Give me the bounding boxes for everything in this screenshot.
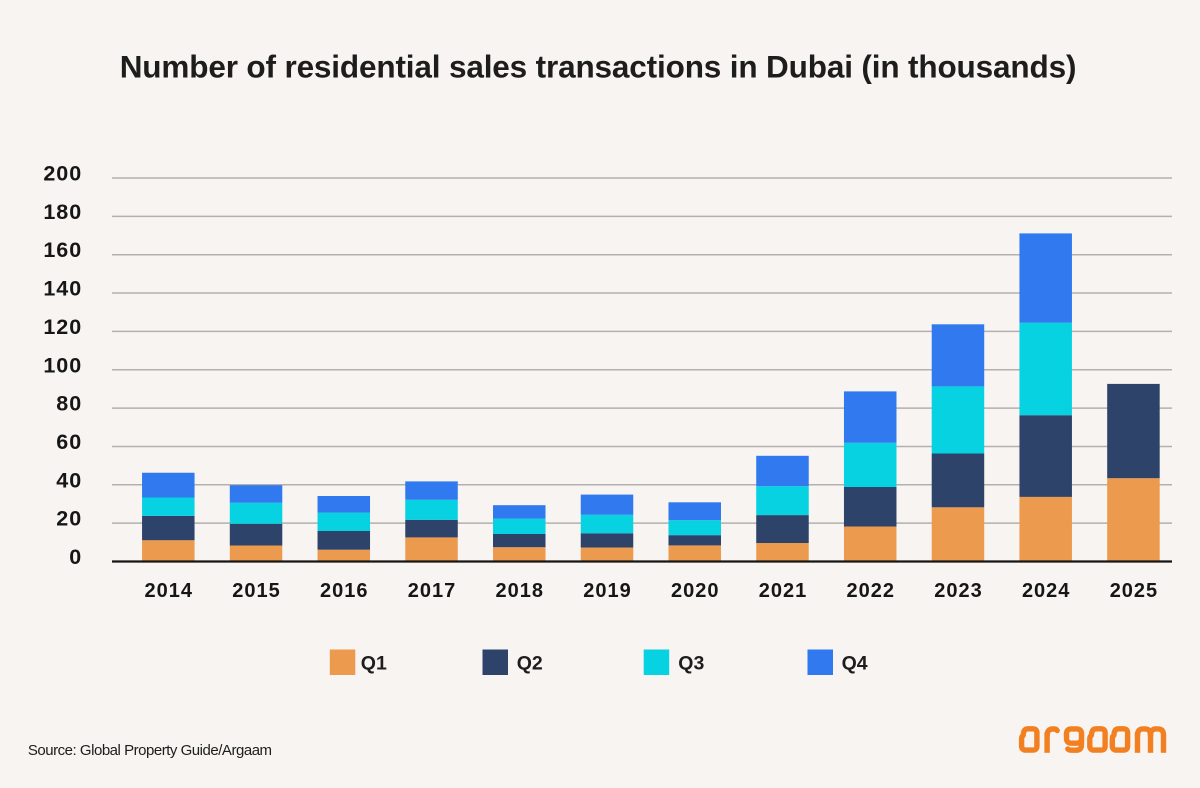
svg-text:120: 120 xyxy=(43,315,82,339)
svg-text:100: 100 xyxy=(43,353,82,377)
svg-text:Q1: Q1 xyxy=(361,653,387,675)
svg-text:40: 40 xyxy=(56,468,82,492)
svg-text:Source: Global Property Guide/: Source: Global Property Guide/Argaam xyxy=(28,742,272,759)
svg-text:2020: 2020 xyxy=(671,580,720,602)
svg-text:60: 60 xyxy=(56,430,82,454)
svg-text:80: 80 xyxy=(56,392,82,416)
svg-text:2021: 2021 xyxy=(759,580,808,602)
svg-text:2018: 2018 xyxy=(496,580,545,602)
svg-text:2015: 2015 xyxy=(232,580,281,602)
svg-text:Q3: Q3 xyxy=(678,653,704,675)
svg-text:20: 20 xyxy=(56,507,82,531)
svg-text:2022: 2022 xyxy=(846,580,895,602)
svg-text:Number of residential sales tr: Number of residential sales transactions… xyxy=(120,48,1077,84)
svg-text:Q4: Q4 xyxy=(842,653,868,675)
svg-text:2025: 2025 xyxy=(1110,580,1159,602)
svg-text:2017: 2017 xyxy=(408,580,457,602)
svg-text:160: 160 xyxy=(43,238,82,262)
svg-text:2019: 2019 xyxy=(583,580,632,602)
svg-text:0: 0 xyxy=(69,545,82,569)
svg-text:2014: 2014 xyxy=(145,580,194,602)
svg-text:140: 140 xyxy=(43,277,82,301)
svg-text:200: 200 xyxy=(43,162,82,186)
svg-text:2016: 2016 xyxy=(320,580,369,602)
svg-text:Q2: Q2 xyxy=(517,653,543,675)
svg-text:2024: 2024 xyxy=(1022,580,1071,602)
svg-text:2023: 2023 xyxy=(934,580,983,602)
svg-text:180: 180 xyxy=(43,200,82,224)
